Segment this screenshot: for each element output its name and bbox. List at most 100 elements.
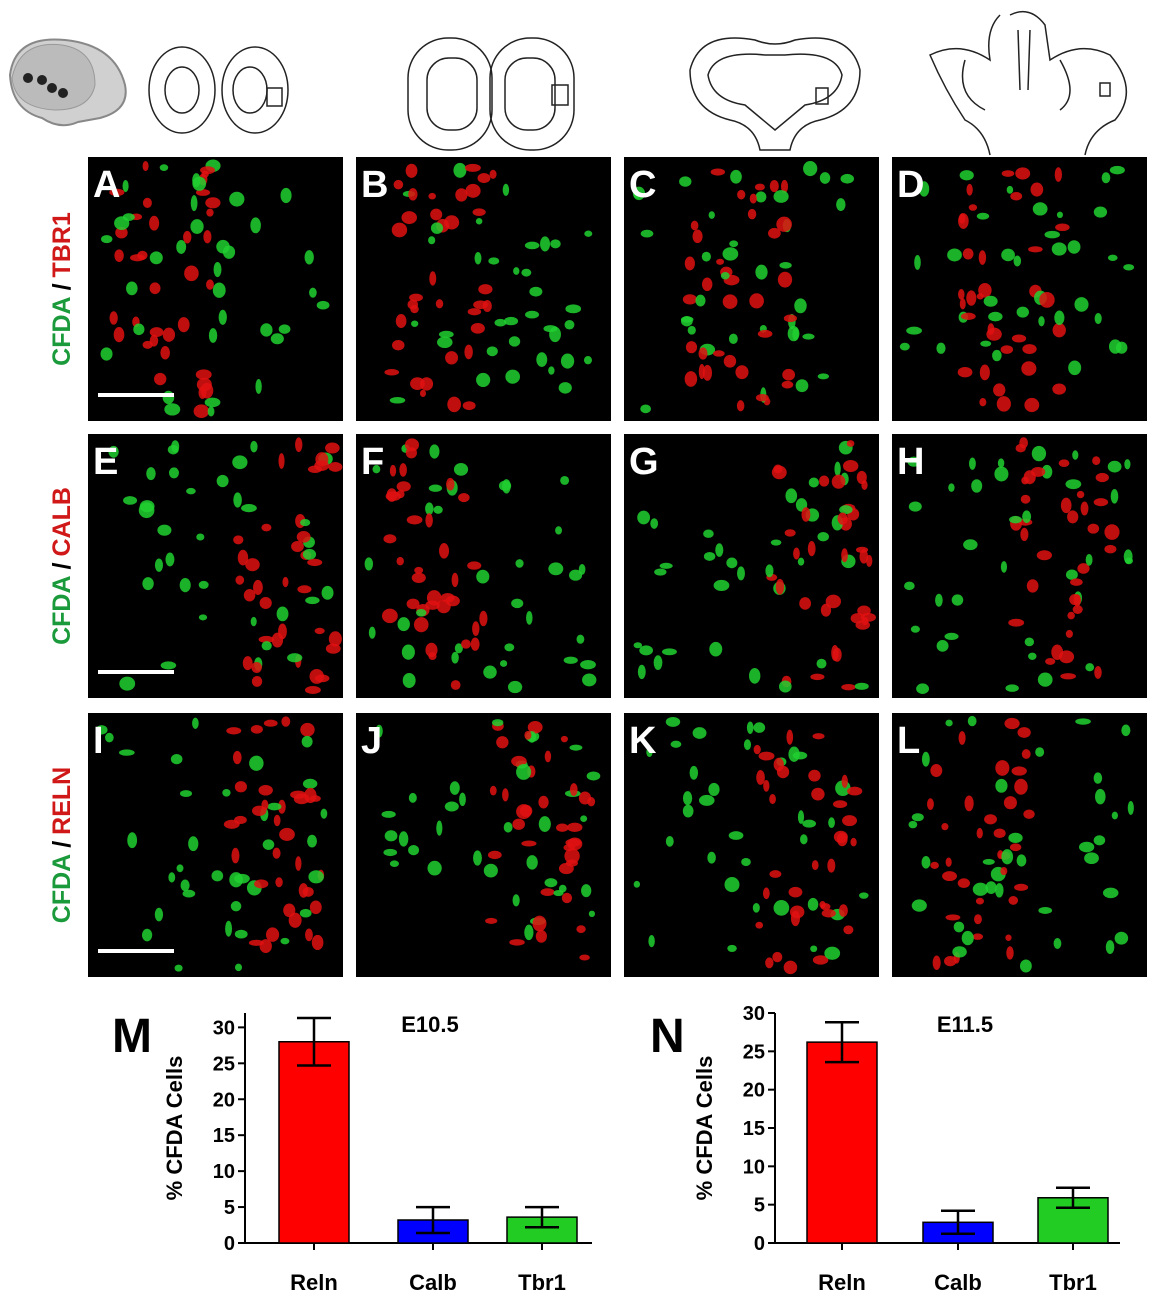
red-cell	[801, 507, 811, 522]
red-cell	[941, 823, 949, 831]
green-cell	[383, 848, 398, 857]
y-tick-label: 30	[213, 1017, 235, 1039]
green-cell	[737, 566, 745, 581]
green-cell	[233, 492, 242, 508]
green-cell	[105, 732, 114, 743]
red-cell	[723, 354, 737, 368]
green-cell	[650, 518, 659, 529]
red-cell	[755, 393, 769, 402]
section-outline	[164, 66, 200, 114]
x-tick-label: Calb	[409, 1270, 457, 1295]
green-cell	[802, 333, 815, 340]
red-cell	[1077, 563, 1090, 574]
micrograph	[624, 713, 879, 977]
green-cell	[659, 562, 673, 569]
panel-label: D	[897, 164, 924, 206]
red-cell	[200, 382, 214, 399]
green-cell	[670, 740, 682, 748]
y-tick-label: 0	[754, 1233, 765, 1255]
green-cell	[555, 526, 563, 535]
green-cell	[95, 725, 108, 735]
red-cell	[957, 878, 971, 888]
red-cell	[428, 192, 436, 200]
red-cell	[154, 372, 167, 386]
red-cell	[1065, 629, 1073, 638]
green-cell	[444, 801, 459, 812]
red-cell	[193, 404, 210, 419]
green-cell	[198, 614, 208, 621]
green-cell	[904, 581, 915, 591]
green-cell	[773, 900, 790, 916]
red-cell	[195, 189, 211, 196]
red-cell	[692, 229, 703, 244]
red-cell	[430, 208, 443, 221]
green-cell	[402, 672, 416, 688]
section-outline	[426, 57, 478, 131]
panel-label: L	[897, 720, 920, 762]
green-cell	[119, 676, 136, 691]
green-cell	[429, 444, 440, 459]
green-cell	[278, 324, 291, 334]
schematics	[8, 10, 1128, 156]
green-cell	[945, 719, 953, 727]
red-cell	[1000, 345, 1014, 354]
red-cell	[405, 447, 417, 459]
red-cell	[467, 308, 482, 316]
section-outline	[504, 57, 556, 131]
red-cell	[1092, 456, 1101, 466]
green-cell	[180, 879, 190, 892]
section-outline	[961, 29, 1071, 111]
red-cell	[958, 289, 965, 300]
red-cell	[756, 770, 765, 785]
green-cell	[1024, 637, 1035, 647]
red-cell	[237, 549, 249, 566]
red-cell	[291, 540, 304, 552]
green-cell	[188, 836, 199, 852]
red-cell	[837, 512, 848, 525]
row-label: CFDA / RELN	[48, 767, 76, 923]
red-cell	[258, 785, 273, 796]
green-cell	[159, 164, 169, 171]
green-cell	[1000, 561, 1008, 573]
green-cell	[526, 610, 533, 625]
green-cell	[961, 930, 974, 946]
section-outline	[232, 66, 268, 114]
green-cell	[708, 211, 715, 219]
red-cell	[974, 914, 982, 925]
bar	[806, 1041, 878, 1244]
green-cell	[499, 660, 508, 667]
red-cell	[1060, 673, 1076, 680]
red-cell	[254, 879, 269, 889]
red-cell	[440, 592, 455, 603]
green-cell	[1078, 841, 1095, 853]
y-tick-label: 10	[213, 1161, 235, 1183]
red-cell	[958, 213, 969, 229]
red-cell	[1036, 550, 1053, 561]
green-cell	[997, 458, 1005, 468]
green-cell	[1094, 313, 1102, 325]
y-tick-label: 15	[743, 1118, 765, 1140]
micrograph	[892, 157, 1147, 421]
green-cell	[953, 921, 965, 933]
green-cell	[910, 625, 920, 633]
green-cell	[437, 336, 453, 349]
green-cell	[182, 889, 196, 898]
green-cell	[558, 382, 572, 394]
chart-title: E11.5	[937, 1012, 993, 1037]
red-cell	[1010, 192, 1023, 201]
red-cell	[763, 779, 770, 792]
red-cell	[821, 909, 836, 918]
green-cell	[126, 281, 138, 296]
red-cell	[231, 847, 240, 864]
red-cell	[784, 529, 796, 537]
red-cell	[855, 620, 871, 630]
green-cell	[727, 944, 737, 952]
green-cell	[795, 379, 809, 393]
green-cell	[947, 248, 962, 262]
green-cell	[384, 830, 398, 842]
green-cell	[1054, 310, 1065, 325]
panel-label: K	[629, 720, 657, 762]
green-cell	[261, 641, 272, 651]
green-cell	[486, 346, 498, 357]
red-cell	[832, 647, 842, 662]
